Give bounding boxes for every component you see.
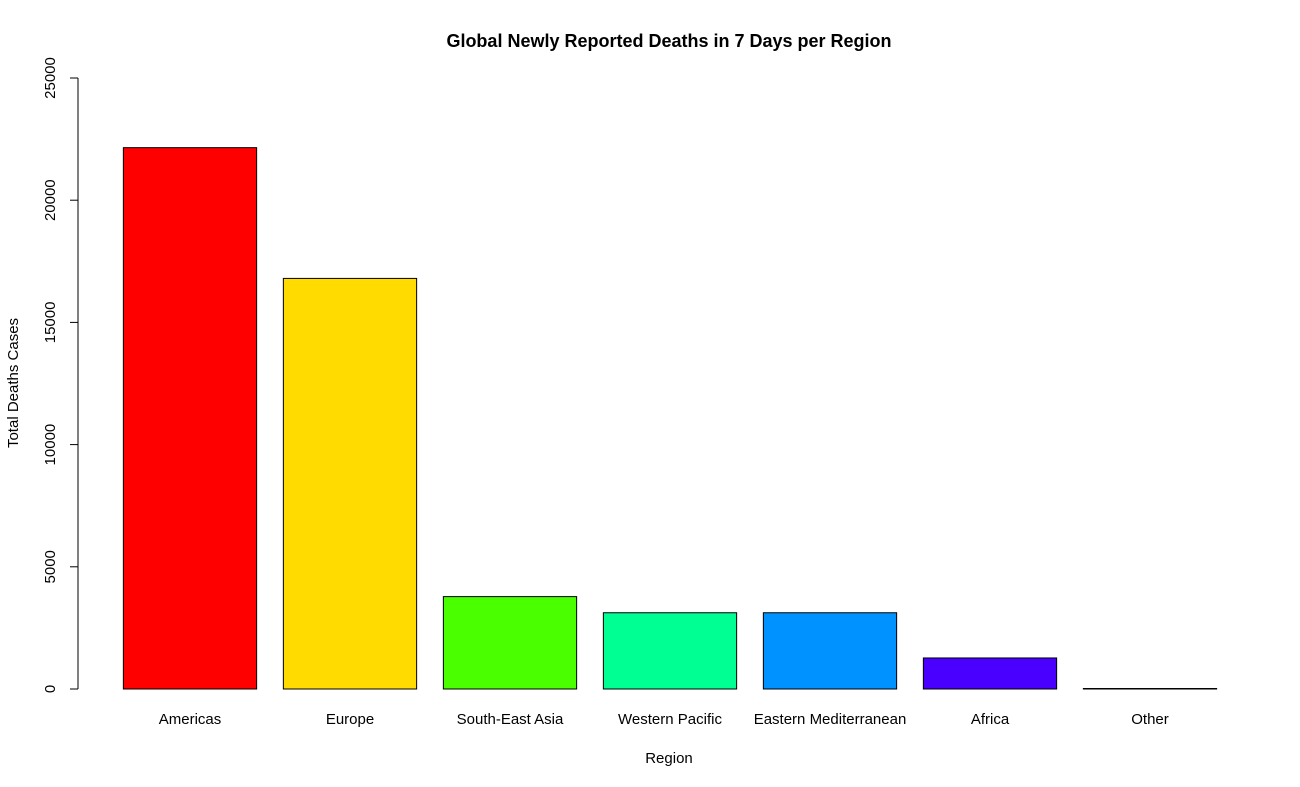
bar-africa	[922, 657, 1058, 690]
x-axis-title: Region	[645, 750, 693, 767]
y-tick-label: 5000	[42, 550, 59, 583]
bar-americas	[122, 147, 258, 690]
y-axis-title: Total Deaths Cases	[5, 318, 22, 448]
y-tick-label: 10000	[42, 424, 59, 466]
x-tick-label: South-East Asia	[457, 711, 564, 728]
bar-western-pacific	[602, 612, 738, 690]
bars	[122, 147, 1218, 690]
x-tick-label: Eastern Mediterranean	[754, 711, 907, 728]
x-tick-label: Africa	[971, 711, 1010, 728]
chart-title: Global Newly Reported Deaths in 7 Days p…	[446, 31, 891, 51]
bar-other	[1082, 688, 1218, 690]
x-tick-label: Western Pacific	[618, 711, 722, 728]
y-tick-label: 25000	[42, 57, 59, 99]
bar-south-east-asia	[442, 596, 578, 690]
x-tick-label: Europe	[326, 711, 374, 728]
bar-eastern-mediterranean	[762, 612, 898, 690]
y-tick-label: 20000	[42, 179, 59, 221]
x-tick-label: Americas	[159, 711, 222, 728]
x-tick-label: Other	[1131, 711, 1169, 728]
x-axis-labels: Americas Europe South-East Asia Western Pac…	[159, 711, 1169, 728]
bar-europe	[282, 277, 418, 690]
y-tick-label: 0	[42, 685, 59, 693]
y-tick-label: 15000	[42, 302, 59, 344]
y-axis: 0 5000 10000 15000 20000 25000	[42, 57, 79, 693]
